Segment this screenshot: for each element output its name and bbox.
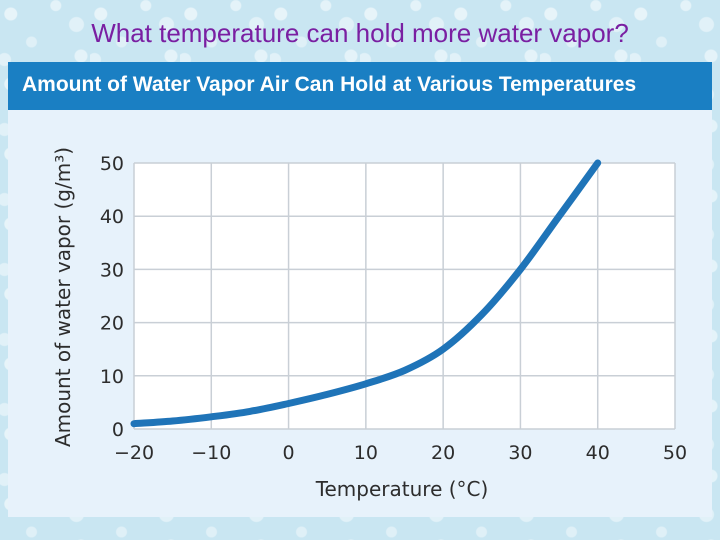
x-tick-label: −10 [191, 442, 231, 464]
y-axis-label: Amount of water vapor (g/m³) [51, 147, 75, 447]
y-tick-label: 0 [112, 419, 124, 441]
x-tick-label: 10 [354, 442, 378, 464]
y-tick-label: 10 [100, 366, 124, 388]
y-tick-label: 20 [100, 313, 124, 335]
x-tick-label: 40 [586, 442, 610, 464]
y-tick-label: 30 [100, 259, 124, 281]
x-tick-label: −20 [114, 442, 154, 464]
y-tick-label: 40 [100, 206, 124, 228]
chart-plot: −20 −10 0 10 20 30 40 50 0 10 20 30 40 50 Temperatur… [51, 147, 687, 501]
y-tick-labels: 0 10 20 30 40 50 [100, 153, 124, 441]
x-tick-labels: −20 −10 0 10 20 30 40 50 [114, 442, 687, 464]
x-tick-label: 30 [508, 442, 532, 464]
plot-area [134, 163, 675, 429]
water-vapor-curve [130, 159, 602, 428]
chart-title: Amount of Water Vapor Air Can Hold at Va… [22, 73, 637, 96]
chart-header: Amount of Water Vapor Air Can Hold at Va… [8, 62, 712, 110]
x-axis-label: Temperature (°C) [315, 477, 489, 501]
x-tick-label: 0 [283, 442, 295, 464]
x-tick-label: 20 [431, 442, 455, 464]
x-tick-label: 50 [663, 442, 687, 464]
chart-figure: Amount of Water Vapor Air Can Hold at Va… [8, 62, 712, 517]
y-tick-label: 50 [100, 153, 124, 175]
slide-title: What temperature can hold more water vap… [91, 18, 629, 48]
grid-lines [133, 162, 676, 430]
data-series [130, 159, 602, 428]
